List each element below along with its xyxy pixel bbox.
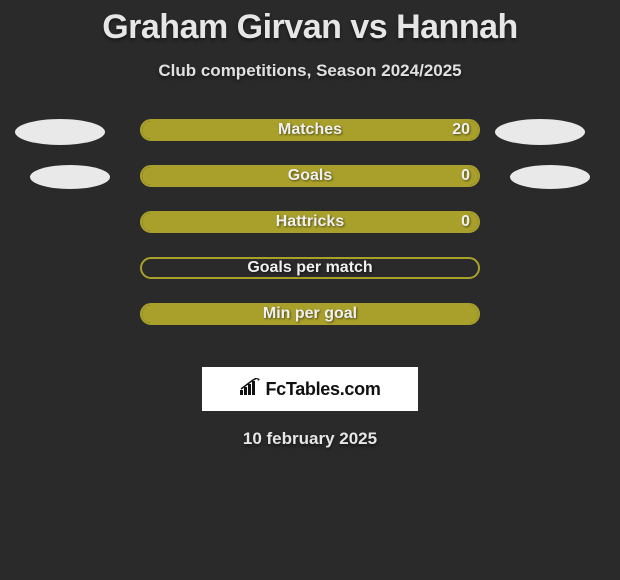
stat-row: Hattricks0 <box>0 211 620 257</box>
page-title: Graham Girvan vs Hannah <box>0 0 620 47</box>
stat-bar-fill <box>142 121 478 139</box>
stat-bar <box>140 257 480 279</box>
stat-row: Goals0 <box>0 165 620 211</box>
logo-text: FcTables.com <box>265 379 380 400</box>
stat-row: Matches20 <box>0 119 620 165</box>
stat-bar <box>140 119 480 141</box>
logo-chart-icon <box>239 378 261 401</box>
stat-bar-fill <box>142 213 478 231</box>
stat-bar-fill <box>142 167 478 185</box>
stat-bar <box>140 211 480 233</box>
stat-bar <box>140 165 480 187</box>
stat-row: Goals per match <box>0 257 620 303</box>
stat-row: Min per goal <box>0 303 620 349</box>
date-label: 10 february 2025 <box>0 429 620 449</box>
logo-box: FcTables.com <box>202 367 418 411</box>
stat-bar-fill <box>142 305 478 323</box>
comparison-chart: Matches20Goals0Hattricks0Goals per match… <box>0 119 620 349</box>
subtitle: Club competitions, Season 2024/2025 <box>0 61 620 81</box>
stat-bar <box>140 303 480 325</box>
